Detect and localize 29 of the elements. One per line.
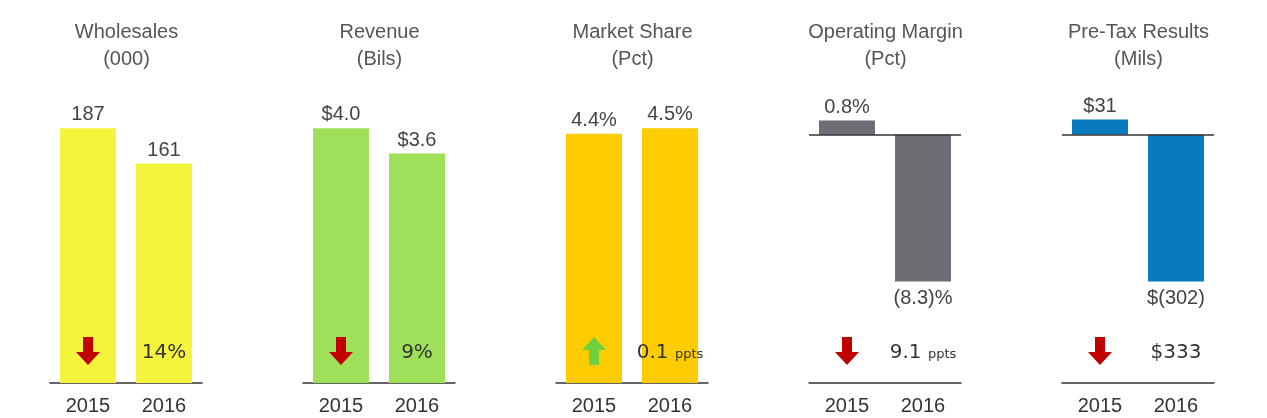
x-tick-label: 2015 (318, 394, 364, 416)
chart-title: Pre-Tax Results (Mils) (1067, 19, 1210, 69)
x-tick-label: 2015 (65, 394, 111, 416)
data-label: 187 (71, 102, 105, 125)
x-tick-label: 2016 (1153, 394, 1199, 416)
text: $333 (1150, 339, 1202, 363)
data-label: 4.4% (571, 107, 618, 130)
text: 9.1 ppts (889, 339, 957, 363)
x-tick-label: 2016 (647, 394, 693, 416)
x-tick-label: 2015 (1077, 394, 1123, 416)
data-label: $3.6 (397, 127, 437, 150)
data-label: 0.8% (824, 94, 871, 117)
chart-title: Wholesales (000) (74, 19, 179, 69)
x-tick-label: 2016 (394, 394, 440, 416)
data-label: 4.5% (647, 102, 694, 125)
annotation: 9% (401, 339, 433, 363)
chart-title: Operating Margin (Pct) (808, 19, 963, 69)
data-label: $4.0 (321, 102, 361, 125)
data-label: $31 (1083, 93, 1117, 116)
x-tick-label: 2016 (900, 394, 946, 416)
x-tick-label: 2016 (141, 394, 187, 416)
data-label: (8.3)% (893, 285, 953, 308)
chart-title: Market Share (Pct) (572, 19, 693, 69)
data-label: 161 (147, 137, 181, 160)
annotation: 14% (141, 339, 187, 363)
x-tick-label: 2015 (824, 394, 870, 416)
data-label: $(302) (1147, 285, 1205, 308)
chart-title: Revenue (Bils) (339, 19, 420, 69)
x-tick-label: 2015 (571, 394, 617, 416)
